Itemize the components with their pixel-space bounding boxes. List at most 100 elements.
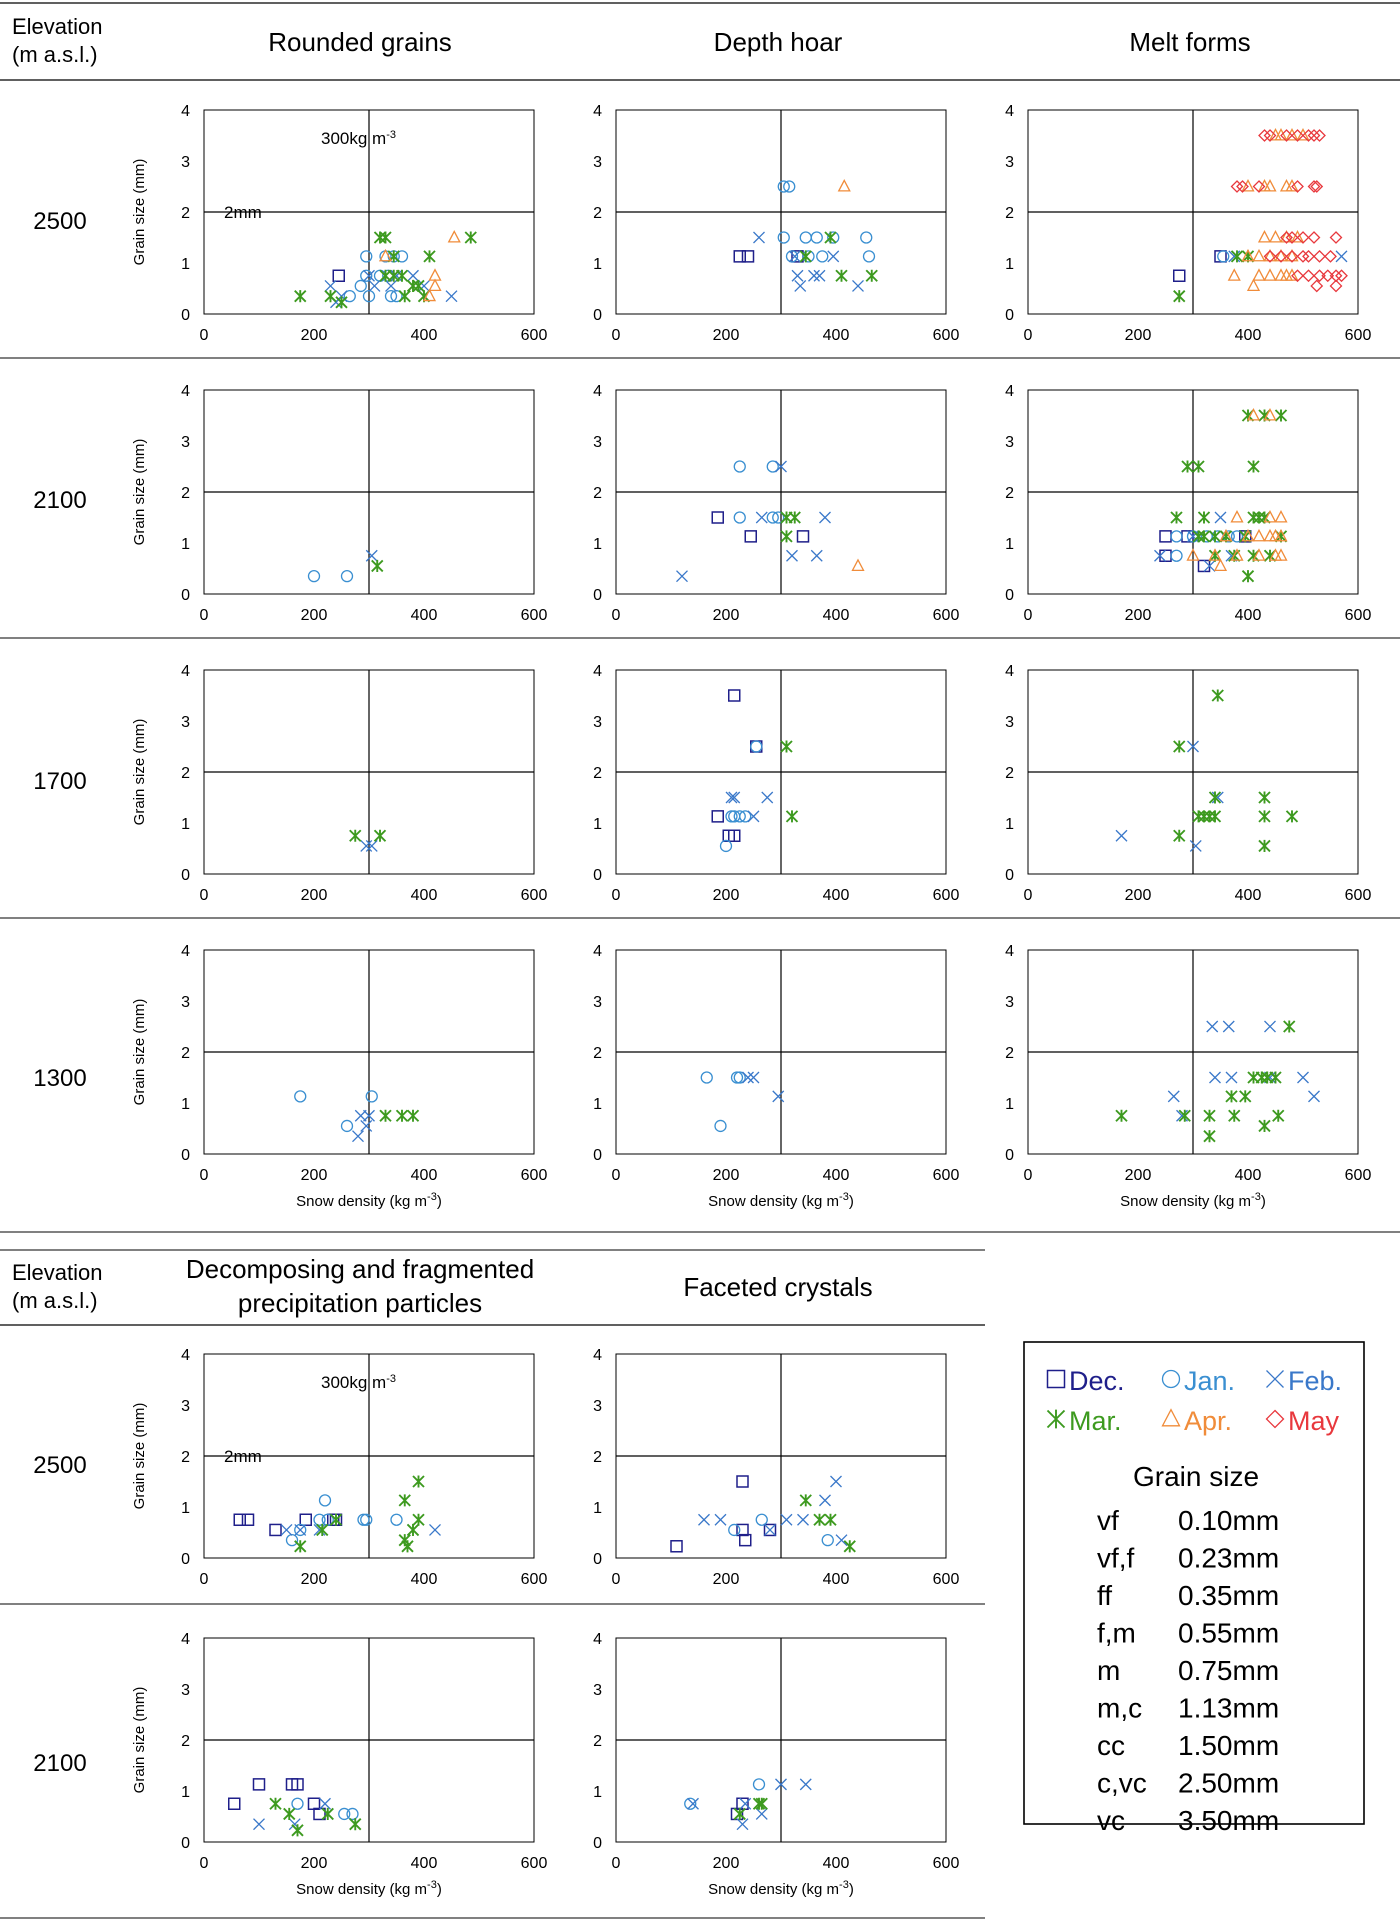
- data-point-mar: [843, 1540, 856, 1553]
- data-point-apr: [1252, 528, 1266, 542]
- scatter-panel-top-1300-1: 0 1 2 3 4 0 200 400 600 Snow density (kg m-3): [593, 943, 959, 1210]
- data-point-dec: [763, 1523, 777, 1537]
- data-point-apr: [422, 288, 437, 302]
- data-point-jan: [733, 460, 746, 473]
- density-reference-sup: -3: [386, 1373, 396, 1385]
- density-reference-base: 300kg m: [321, 129, 386, 148]
- data-point-apr: [1219, 528, 1233, 542]
- data-point-jan: [733, 1071, 746, 1084]
- data-point-mar: [1258, 791, 1271, 804]
- x-axis-label: Snow density (kg m-3): [296, 1879, 442, 1898]
- data-point-mar: [329, 1513, 343, 1526]
- data-point-mar: [733, 1807, 746, 1821]
- y-tick-label: 1: [181, 1500, 190, 1517]
- x-tick-label: 400: [411, 607, 438, 624]
- row-label-2500: 2500: [33, 208, 86, 235]
- data-point-may: [1296, 249, 1310, 263]
- data-point-mar: [373, 829, 387, 842]
- data-point-mar: [1208, 530, 1222, 543]
- data-point-may: [1230, 180, 1244, 193]
- x-tick-label: 200: [713, 887, 740, 904]
- y-tick-label: 2: [181, 1045, 190, 1062]
- x-tick-label: 600: [521, 1571, 548, 1588]
- grain-size-value: 0.75mm: [1178, 1655, 1279, 1686]
- data-point-mar: [1173, 740, 1186, 753]
- elevation-label-bottom: Elevation: [12, 1260, 103, 1285]
- y-tick-label: 4: [593, 1631, 602, 1648]
- data-point-feb: [407, 269, 419, 282]
- x-tick-label: 400: [823, 887, 850, 904]
- data-point-mar: [294, 1540, 307, 1553]
- legend: Dec. Jan. Feb. Mar. Apr. May Grain size vf 0.1…: [1023, 1341, 1365, 1836]
- x-tick-label: 200: [1125, 887, 1152, 904]
- y-tick-label: 0: [181, 1147, 190, 1164]
- grain-size-value: 1.50mm: [1178, 1730, 1279, 1761]
- data-point-mar: [780, 530, 793, 543]
- data-point-jan: [783, 180, 796, 193]
- data-point-mar: [1208, 791, 1222, 804]
- y-tick-label: 4: [1005, 943, 1014, 960]
- y-tick-label: 1: [593, 1096, 602, 1113]
- data-point-dec: [252, 1778, 266, 1791]
- x-tick-label: 400: [823, 327, 850, 344]
- data-point-feb: [1189, 839, 1202, 852]
- grain-size-value: 0.35mm: [1178, 1580, 1279, 1611]
- data-point-mar: [780, 740, 793, 753]
- data-point-feb: [714, 1513, 727, 1526]
- grain-code: vf: [1097, 1505, 1119, 1536]
- y-tick-label: 0: [593, 1147, 602, 1164]
- data-point-apr: [1246, 408, 1261, 421]
- x-axis-label: Snow density (kg m-3): [296, 1191, 442, 1210]
- y-tick-label: 2: [1005, 485, 1014, 502]
- data-point-apr: [1208, 548, 1222, 561]
- y-tick-label: 4: [181, 1347, 190, 1364]
- x-tick-label: 400: [1235, 1167, 1262, 1184]
- data-point-may: [1313, 249, 1326, 263]
- data-point-feb: [827, 250, 840, 263]
- data-point-mar: [1178, 1109, 1191, 1122]
- y-tick-label: 0: [181, 1835, 190, 1852]
- x-tick-label: 0: [200, 607, 209, 624]
- data-point-apr: [1246, 278, 1261, 291]
- y-tick-label: 4: [181, 103, 190, 120]
- data-point-apr: [428, 278, 442, 291]
- legend-label-feb: Feb.: [1288, 1366, 1342, 1396]
- data-point-dec: [728, 829, 741, 842]
- data-point-jan: [733, 810, 746, 823]
- data-point-may: [1291, 129, 1304, 142]
- y-tick-label: 3: [181, 994, 190, 1011]
- data-point-mar: [371, 559, 384, 573]
- legend-label-dec: Dec.: [1069, 1366, 1125, 1396]
- data-point-mar: [269, 1797, 282, 1810]
- data-point-feb: [835, 1534, 848, 1547]
- row-label-bottom-2500: 2500: [33, 1452, 86, 1479]
- y-tick-label: 4: [1005, 663, 1014, 680]
- data-point-mar: [755, 1797, 768, 1810]
- data-point-mar: [395, 1109, 409, 1122]
- scatter-panel-top-1300-0: 0 1 2 3 4 0 200 400 600 Grain size (mm) Snow densi…: [131, 943, 547, 1210]
- scatter-panel-top-1700-2: 0 1 2 3 4 0 200 400 600: [1005, 663, 1371, 904]
- x-tick-label: 600: [933, 1855, 960, 1872]
- x-tick-label: 200: [301, 1855, 328, 1872]
- x-tick-label: 600: [1345, 607, 1372, 624]
- x-tick-label: 200: [301, 327, 328, 344]
- x-tick-label: 400: [411, 327, 438, 344]
- data-point-jan: [343, 289, 356, 303]
- data-point-mar: [1269, 1071, 1282, 1084]
- data-point-feb: [1297, 1071, 1309, 1084]
- data-point-feb: [761, 791, 774, 804]
- x-tick-label: 600: [521, 1167, 548, 1184]
- y-tick-label: 2: [181, 1733, 190, 1750]
- data-point-dec: [736, 1797, 749, 1810]
- data-point-mar: [799, 1494, 812, 1507]
- data-point-mar: [1258, 1119, 1271, 1133]
- data-point-feb: [775, 1778, 787, 1791]
- data-point-mar: [1258, 810, 1271, 823]
- data-point-mar: [373, 231, 387, 244]
- x-tick-label: 600: [933, 887, 960, 904]
- density-reference-base: 300kg m: [321, 1373, 386, 1392]
- x-axis-label-end: ): [849, 1881, 854, 1898]
- data-point-feb: [1154, 549, 1166, 562]
- data-point-dec: [796, 530, 810, 543]
- data-point-mar: [283, 1807, 296, 1821]
